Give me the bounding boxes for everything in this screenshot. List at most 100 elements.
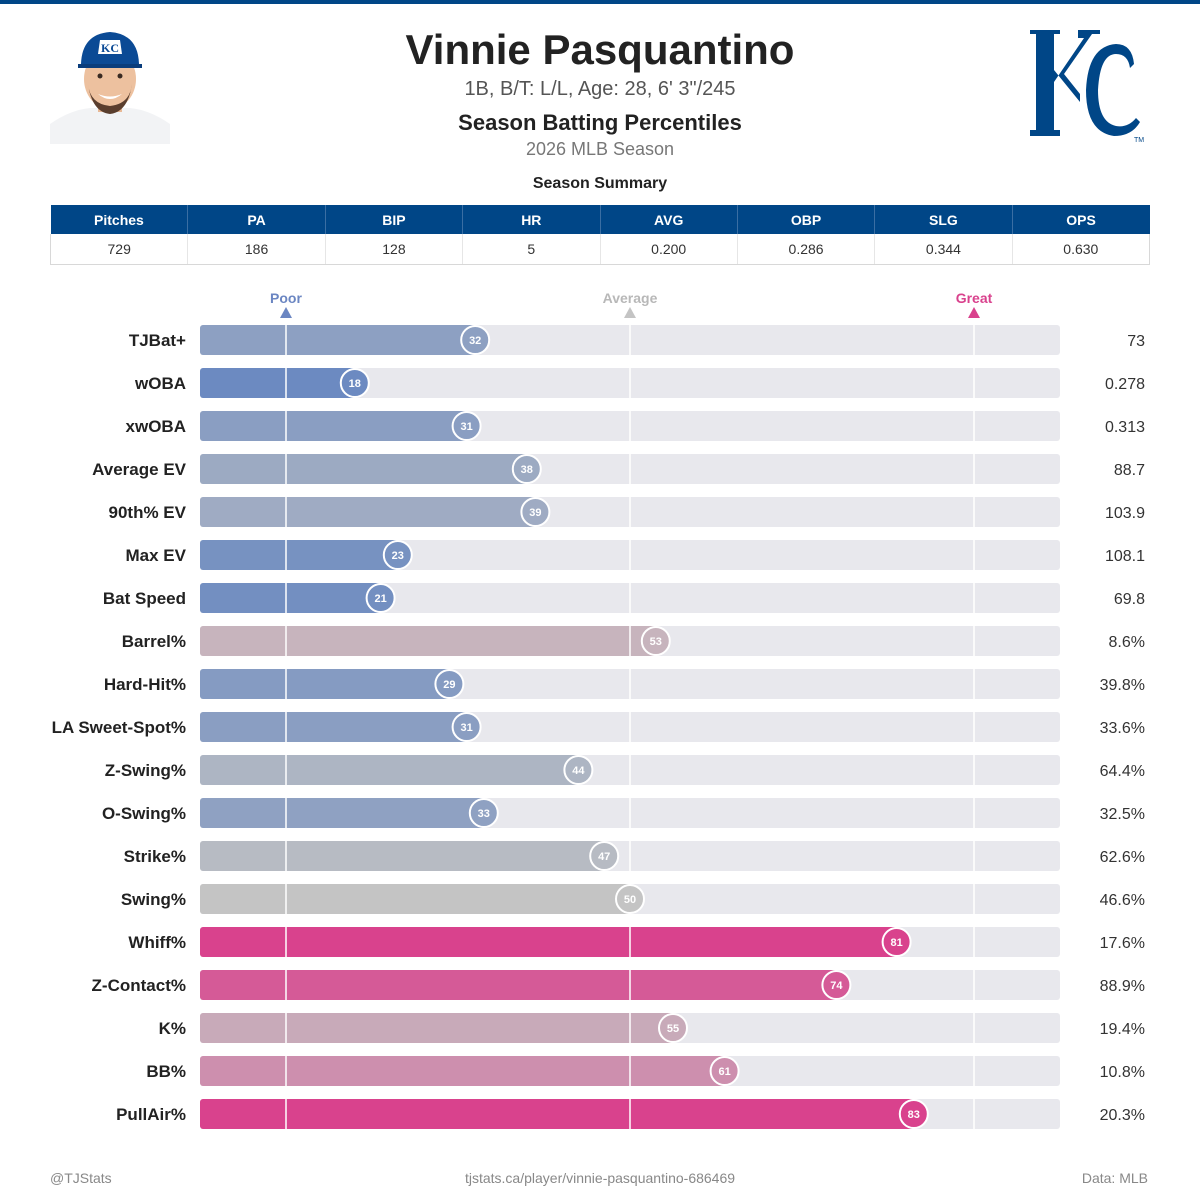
percentile-label: 74	[830, 980, 843, 992]
percentile-label: 83	[908, 1109, 920, 1121]
percentile-bar	[200, 454, 527, 484]
percentile-bar	[200, 712, 467, 742]
metric-label: xwOBA	[126, 417, 186, 436]
percentile-label: 38	[521, 464, 533, 476]
percentile-label: 18	[349, 378, 361, 390]
percentile-marker	[589, 841, 620, 871]
percentile-bar	[200, 626, 656, 656]
metric-label: O-Swing%	[102, 804, 186, 823]
metric-value: 19.4%	[1100, 1021, 1145, 1038]
summary-value-bip: 128	[325, 234, 464, 265]
summary-header-row: Pitches PA BIP HR AVG OBP SLG OPS	[50, 205, 1150, 234]
summary-value-row: 729 186 128 5 0.200 0.286 0.344 0.630	[49, 234, 1151, 265]
scale-label-great: Great	[955, 290, 993, 306]
percentile-marker	[434, 669, 465, 699]
footer-url: tjstats.ca/player/vinnie-pasquantino-686…	[464, 1170, 736, 1186]
summary-value-ops: 0.630	[1012, 234, 1151, 265]
summary-header-hr: HR	[462, 205, 601, 234]
metric-label: Strike%	[124, 847, 186, 866]
metric-value: 73	[1127, 333, 1145, 350]
percentile-bar	[200, 841, 605, 871]
percentile-marker	[382, 540, 413, 570]
metric-label: Barrel%	[122, 632, 186, 651]
metric-value: 33.6%	[1100, 720, 1145, 737]
percentile-label: 47	[598, 851, 610, 863]
percentile-label: 29	[443, 679, 455, 691]
percentile-bar	[200, 755, 579, 785]
metric-label: Z-Contact%	[92, 976, 186, 995]
metric-label: Average EV	[92, 460, 187, 479]
summary-value-pa: 186	[187, 234, 326, 265]
scale-label-average: Average	[602, 290, 658, 306]
player-headshot: KC	[50, 24, 170, 144]
summary-value-pitches: 729	[49, 234, 189, 265]
percentile-marker	[520, 497, 551, 527]
metric-value: 8.6%	[1109, 634, 1145, 651]
percentile-marker	[640, 626, 671, 656]
metric-value: 17.6%	[1100, 935, 1145, 952]
percentile-label: 31	[460, 722, 472, 734]
scale-label-poor: Poor	[270, 290, 302, 306]
summary-header-ops: OPS	[1012, 205, 1150, 234]
percentile-bar	[200, 1099, 914, 1129]
metric-value: 62.6%	[1100, 849, 1145, 866]
top-accent-bar	[0, 0, 1200, 4]
percentile-label: 39	[529, 507, 541, 519]
percentile-marker	[339, 368, 370, 398]
metric-value: 108.1	[1105, 548, 1145, 565]
team-logo: TM	[1030, 30, 1144, 144]
great-marker-icon	[968, 307, 980, 318]
percentile-label: 31	[460, 421, 472, 433]
metric-value: 39.8%	[1100, 677, 1145, 694]
percentile-bar	[200, 798, 484, 828]
summary-title: Season Summary	[532, 175, 668, 192]
svg-text:TM: TM	[1134, 137, 1144, 144]
metric-value: 69.8	[1114, 591, 1145, 608]
metric-value: 103.9	[1105, 505, 1145, 522]
summary-value-slg: 0.344	[874, 234, 1013, 265]
percentile-marker	[821, 970, 852, 1000]
percentile-label: 33	[478, 808, 490, 820]
percentile-bar	[200, 669, 450, 699]
percentile-marker	[468, 798, 499, 828]
summary-header-avg: AVG	[600, 205, 738, 234]
summary-header-pitches: Pitches	[50, 205, 189, 234]
percentile-label: 21	[374, 593, 386, 605]
metric-label: Hard-Hit%	[104, 675, 186, 694]
summary-value-hr: 5	[462, 234, 601, 265]
metric-label: wOBA	[134, 374, 186, 393]
percentile-bar	[200, 540, 398, 570]
percentile-label: 50	[624, 894, 636, 906]
footer-source: Data: MLB	[1081, 1170, 1148, 1186]
summary-header-slg: SLG	[874, 205, 1013, 234]
metric-label: TJBat+	[129, 331, 186, 350]
percentile-marker	[615, 884, 645, 914]
percentile-marker	[881, 927, 912, 957]
metric-value: 64.4%	[1100, 763, 1145, 780]
percentile-label: 32	[469, 335, 481, 347]
metric-value: 88.7	[1114, 462, 1145, 479]
percentile-bar	[200, 884, 630, 914]
metric-value: 10.8%	[1100, 1064, 1145, 1081]
summary-header-pa: PA	[187, 205, 326, 234]
metric-label: Whiff%	[128, 933, 186, 952]
percentile-chart: TJBat+ 73 wOBA 0.278 xwOBA 0.313 Average EV 88.…	[52, 325, 1145, 1129]
percentile-label: 61	[718, 1066, 730, 1078]
percentile-marker	[658, 1013, 688, 1043]
player-bio: 1B, B/T: L/L, Age: 28, 6' 3"/245	[464, 78, 736, 100]
percentile-label: 53	[650, 636, 662, 648]
metric-value: 0.313	[1105, 419, 1145, 436]
percentile-marker	[460, 325, 491, 355]
percentile-marker	[365, 583, 396, 613]
percentile-bar	[200, 368, 355, 398]
percentile-bar	[200, 1013, 673, 1043]
metric-label: Max EV	[126, 546, 187, 565]
percentile-bar	[200, 411, 467, 441]
percentile-bar	[200, 583, 381, 613]
metric-value: 32.5%	[1100, 806, 1145, 823]
percentile-marker	[511, 454, 542, 484]
metric-label: Swing%	[121, 890, 186, 909]
percentile-marker	[563, 755, 594, 785]
percentile-marker	[451, 712, 482, 742]
percentile-marker	[898, 1099, 929, 1129]
